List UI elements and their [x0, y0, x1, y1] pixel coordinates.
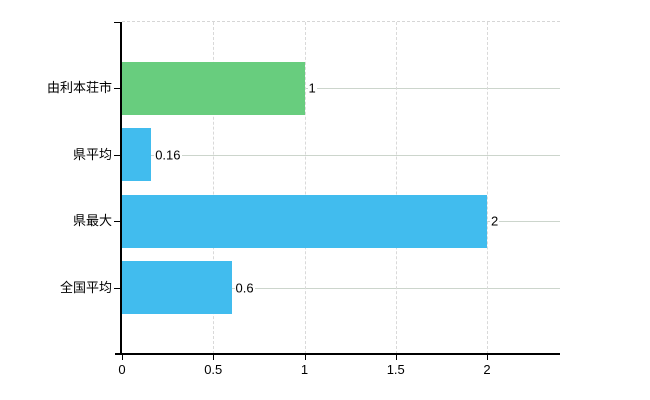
category-label: 全国平均 [59, 279, 112, 295]
horizontal-gridline [122, 154, 560, 156]
y-axis-tick [114, 154, 122, 156]
x-tick-label: 2 [483, 362, 491, 377]
y-axis-tick [114, 88, 122, 90]
vertical-gridline [213, 22, 215, 354]
bar-value-label: 1 [307, 80, 317, 96]
x-tick-label: 0.5 [204, 362, 223, 377]
bar-value-label: 0.6 [234, 280, 255, 296]
plot-top-border [122, 21, 560, 22]
vertical-gridline [304, 22, 306, 354]
vertical-gridline [395, 22, 397, 354]
x-tick-label: 1 [300, 362, 309, 377]
x-axis-tick [487, 355, 488, 360]
bar-県平均 [122, 128, 152, 182]
bar-由利本荘市 [122, 61, 305, 115]
bar-全国平均 [122, 261, 232, 315]
y-axis-tick [114, 221, 122, 223]
x-tick-label: 1.5 [386, 362, 405, 377]
category-label: 県最大 [72, 213, 112, 229]
y-axis-line [120, 22, 122, 355]
y-axis-cap-tick [114, 22, 122, 23]
bar-県最大 [122, 194, 487, 248]
x-tick-label: 0 [118, 362, 126, 377]
plot-area: 1 0.16 2 0.6 [122, 22, 560, 354]
x-axis-tick [304, 355, 306, 360]
category-label: 県平均 [72, 146, 112, 162]
bar-value-label: 0.16 [154, 147, 182, 163]
vertical-gridline [487, 22, 488, 354]
x-axis-tick [395, 355, 397, 360]
category-label: 由利本荘市 [46, 80, 112, 96]
bar-value-label: 2 [490, 213, 500, 229]
x-axis-line [115, 353, 560, 355]
x-axis-tick [122, 355, 123, 360]
horizontal-gridline [122, 88, 560, 90]
x-axis-tick [213, 355, 215, 360]
horizontal-gridline [122, 287, 560, 289]
y-axis-tick [114, 287, 122, 289]
